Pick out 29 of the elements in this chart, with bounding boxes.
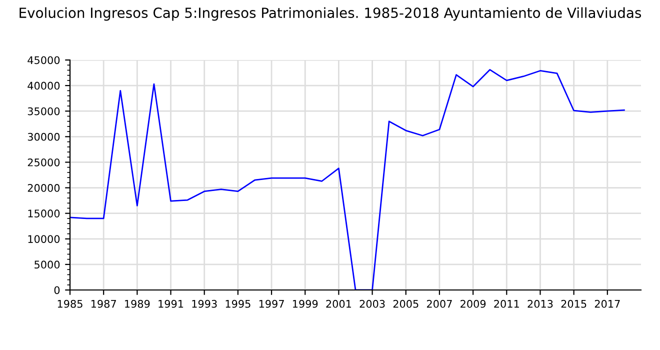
x-tick-label: 1997 [259,300,284,308]
y-tick-label: 15000 [28,210,60,218]
chart-title: Evolucion Ingresos Cap 5:Ingresos Patrimoniales. 1985-2018 Ayuntamiento de Villaviudas [20,7,642,21]
x-tick-label: 2001 [326,300,351,308]
x-tick-label: 1989 [125,300,150,308]
x-tick-label: 2007 [426,300,452,308]
x-tick-label: 2009 [460,300,486,308]
x-tick-label: 2003 [360,300,385,308]
y-tick-label: 30000 [28,132,60,141]
x-tick-label: 1995 [226,300,250,308]
y-tick-label: 25000 [28,158,60,166]
x-tick-label: 1999 [293,300,318,308]
x-tick-label: 1985 [58,300,82,308]
y-tick-label: 10000 [28,235,60,243]
x-tick-label: 2017 [594,300,620,308]
x-tick-label: 2005 [393,300,418,308]
x-tick-label: 1991 [158,300,184,308]
y-tick-label: 20000 [28,184,60,192]
y-tick-label: 40000 [28,82,60,90]
y-tick-label: 0 [54,286,60,294]
y-tick-label: 35000 [28,107,60,116]
line-series [70,69,625,290]
y-tick-label: 5000 [34,260,60,269]
x-tick-label: 2011 [494,300,519,308]
x-tick-label: 1987 [91,300,116,308]
x-tick-label: 2013 [528,300,553,308]
x-tick-label: 1993 [192,300,217,308]
y-tick-label: 45000 [28,56,60,64]
x-tick-label: 2015 [561,300,586,308]
